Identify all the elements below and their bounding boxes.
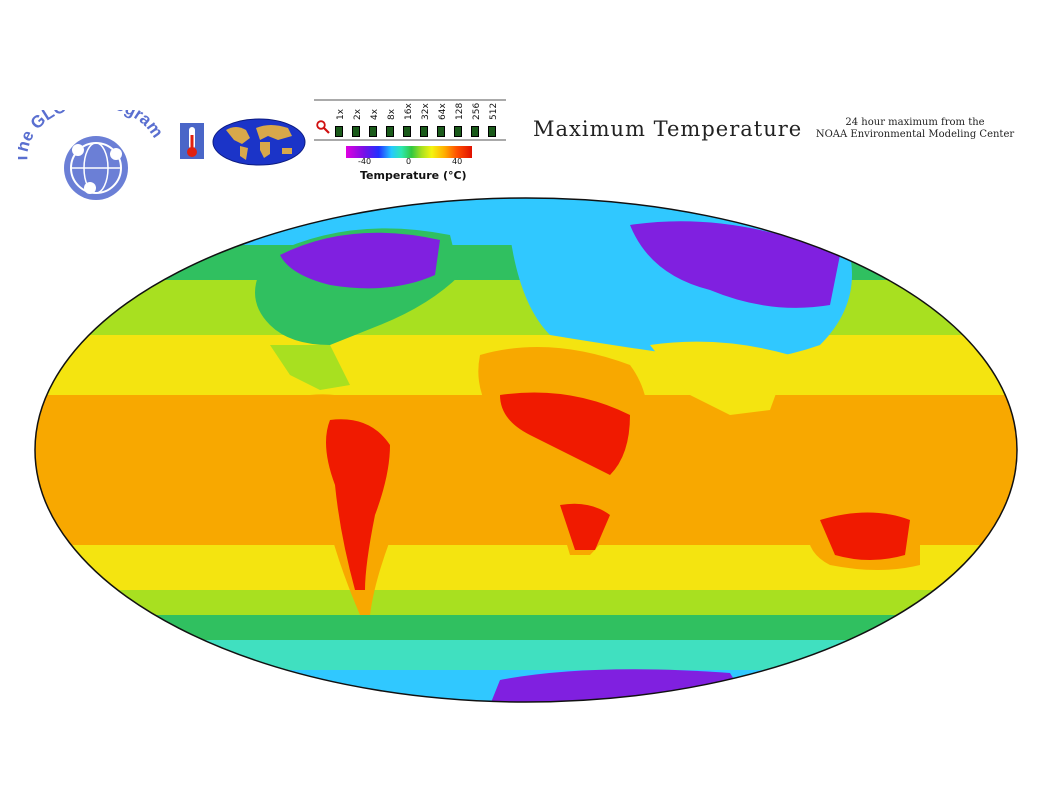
zoom-level-label[interactable]: 512 — [489, 102, 499, 120]
temperature-colorbar — [346, 146, 472, 158]
globe-program-logo: The GLOBE Program — [18, 110, 167, 200]
thermometer-icon[interactable] — [180, 123, 204, 159]
zoom-control: 1x 2x 4x 8x 16x 32x 64x 128 256 512 — [314, 98, 506, 142]
north-america-cold — [280, 232, 440, 289]
zoom-level-button[interactable] — [403, 126, 411, 137]
zoom-level-button[interactable] — [420, 126, 428, 137]
zoom-track — [314, 99, 506, 141]
globe-icon[interactable] — [212, 118, 306, 166]
australia-hot — [820, 512, 910, 560]
temperature-map — [34, 197, 1018, 703]
zoom-level-button[interactable] — [335, 126, 343, 137]
zoom-level-button[interactable] — [454, 126, 462, 137]
band-cool-south — [35, 615, 1017, 640]
map-subtitle: 24 hour maximum from the NOAA Environmen… — [810, 117, 1020, 141]
asia-cold — [630, 221, 840, 308]
page-title: Maximum Temperature — [533, 117, 803, 141]
band-midlat-south — [35, 590, 1017, 615]
zoom-level-button[interactable] — [437, 126, 445, 137]
zoom-level-button[interactable] — [369, 126, 377, 137]
zoom-level-label[interactable]: 4x — [370, 108, 380, 120]
zoom-level-button[interactable] — [352, 126, 360, 137]
zoom-level-label[interactable]: 16x — [404, 103, 414, 120]
zoom-level-button[interactable] — [488, 126, 496, 137]
zoom-level-button[interactable] — [471, 126, 479, 137]
zoom-level-button[interactable] — [386, 126, 394, 137]
colorbar-label: Temperature (°C) — [360, 169, 467, 182]
tick-label: -40 — [358, 157, 372, 166]
magnifier-icon[interactable] — [316, 120, 330, 134]
south-asia — [650, 341, 790, 415]
south-america-hot — [326, 419, 390, 590]
zoom-level-label[interactable]: 1x — [336, 108, 346, 120]
zoom-level-label[interactable]: 2x — [353, 108, 363, 120]
band-cold-water — [35, 640, 1017, 670]
zoom-level-label[interactable]: 256 — [472, 102, 482, 120]
africa-hot — [500, 392, 630, 475]
southern-africa-hot — [560, 503, 610, 550]
subtitle-line: NOAA Environmental Modeling Center — [815, 129, 1015, 140]
subtitle-line: 24 hour maximum from the — [845, 117, 985, 128]
tick-label: 40 — [452, 157, 463, 166]
map-outline — [34, 197, 1018, 703]
zoom-level-label[interactable]: 8x — [387, 108, 397, 120]
tick-label: 0 — [406, 157, 412, 166]
zoom-level-label[interactable]: 128 — [455, 102, 465, 120]
zoom-level-label[interactable]: 64x — [438, 103, 448, 120]
zoom-level-label[interactable]: 32x — [421, 103, 431, 120]
central-america — [270, 345, 350, 390]
